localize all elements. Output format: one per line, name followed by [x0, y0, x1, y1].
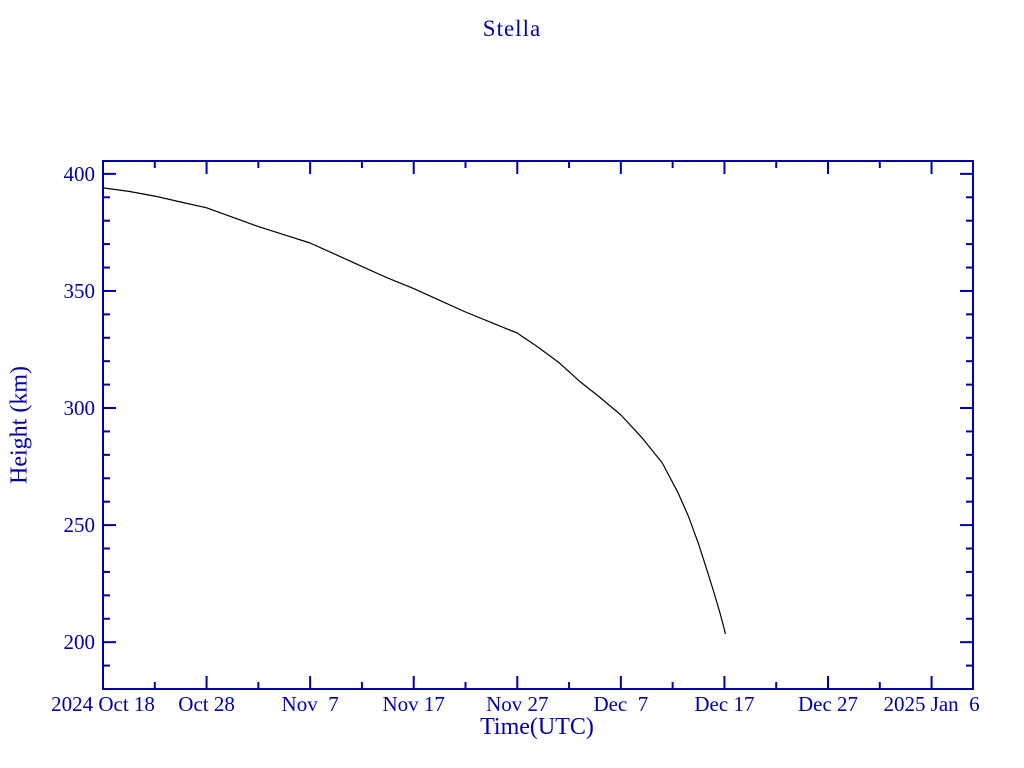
x-tick-label: 2024 Oct 18	[51, 692, 155, 716]
x-axis-ticks	[102, 161, 933, 689]
y-tick-label: 200	[64, 630, 96, 654]
x-tick-label: Dec 17	[694, 692, 754, 716]
x-axis-label: Time(UTC)	[480, 714, 594, 740]
y-tick-label: 350	[64, 279, 96, 303]
x-tick-label: 2025 Jan 6	[883, 692, 979, 716]
x-tick-label: Nov 27	[486, 692, 548, 716]
x-tick-label: Dec 27	[798, 692, 858, 716]
x-tick-label: Dec 7	[593, 692, 648, 716]
y-axis-ticks	[103, 172, 973, 667]
x-tick-labels: 2024 Oct 18 Oct 28 Nov 7 Nov 17 Nov 27 Dec 7 D…	[51, 692, 980, 716]
y-tick-label: 300	[64, 396, 96, 420]
axis-frame	[102, 160, 974, 690]
x-tick-label: Oct 28	[178, 692, 235, 716]
data-curve	[102, 187, 727, 635]
y-tick-labels: 200 250 300 350 400	[64, 162, 96, 654]
x-tick-label: Nov 17	[383, 692, 445, 716]
chart-title: Stella	[482, 16, 542, 41]
axis-frame-group	[102, 160, 974, 690]
x-tick-label: Nov 7	[282, 692, 339, 716]
y-tick-label: 250	[64, 513, 96, 537]
y-tick-label: 400	[64, 162, 96, 186]
height-decay-curve	[102, 187, 727, 635]
